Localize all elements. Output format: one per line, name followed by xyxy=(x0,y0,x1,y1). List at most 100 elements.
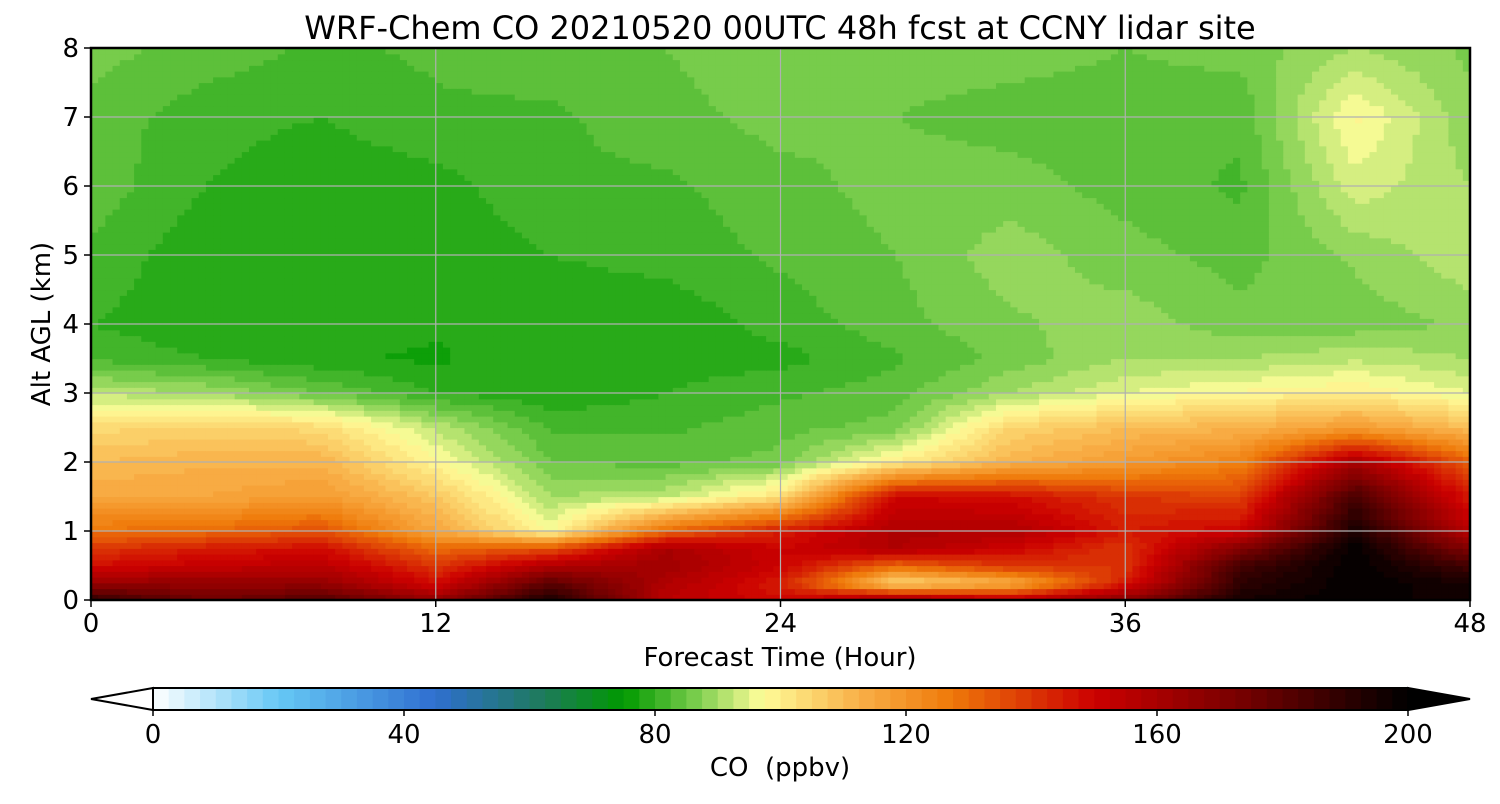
contour-cell xyxy=(292,594,300,600)
contour-cell xyxy=(500,508,509,515)
contour-cell xyxy=(557,456,566,463)
contour-cell xyxy=(1268,536,1277,544)
contour-cell xyxy=(615,496,624,503)
contour-cell xyxy=(852,473,861,480)
contour-cell xyxy=(1326,542,1335,549)
contour-cell xyxy=(780,479,789,486)
contour-cell xyxy=(600,577,609,584)
contour-cell xyxy=(543,485,552,492)
contour-cell xyxy=(593,513,602,521)
contour-cell xyxy=(1060,565,1069,572)
contour-cell xyxy=(1355,456,1363,463)
contour-cell xyxy=(615,473,624,480)
contour-cell xyxy=(486,542,494,549)
contour-cell xyxy=(1089,554,1098,561)
contour-cell xyxy=(758,496,767,503)
contour-cell xyxy=(112,502,121,509)
contour-cell xyxy=(1283,525,1292,532)
contour-cell xyxy=(651,594,659,600)
contour-cell xyxy=(536,496,545,503)
contour-cell xyxy=(126,531,135,538)
contour-cell xyxy=(809,496,818,503)
contour-cell xyxy=(1182,565,1191,572)
contour-cell xyxy=(1161,502,1169,509)
contour-cell xyxy=(378,542,387,549)
contour-cell xyxy=(1390,548,1399,555)
contour-cell xyxy=(744,588,753,595)
contour-cell xyxy=(715,467,724,475)
contour-cell xyxy=(1340,490,1349,498)
contour-cell xyxy=(378,548,387,555)
contour-cell xyxy=(1096,473,1105,480)
contour-cell xyxy=(1283,473,1292,480)
contour-cell xyxy=(442,536,451,544)
contour-cell xyxy=(1247,456,1256,463)
contour-cell xyxy=(909,450,918,457)
contour-cell xyxy=(471,513,480,521)
contour-cell xyxy=(1139,565,1148,572)
contour-cell xyxy=(909,594,918,600)
contour-cell xyxy=(550,525,559,532)
contour-cell xyxy=(1053,577,1062,584)
contour-cell xyxy=(349,525,358,532)
contour-cell xyxy=(1283,490,1292,498)
contour-cell xyxy=(723,559,731,567)
contour-cell xyxy=(1369,548,1378,555)
contour-cell xyxy=(134,485,142,492)
contour-cell xyxy=(170,462,178,469)
contour-cell xyxy=(313,519,322,526)
contour-cell xyxy=(126,542,135,549)
contour-cell xyxy=(119,462,128,469)
contour-cell xyxy=(1398,513,1406,521)
contour-cell xyxy=(478,531,487,538)
contour-cell xyxy=(91,450,99,457)
contour-cell xyxy=(284,582,293,590)
contour-cell xyxy=(514,490,523,498)
contour-cell xyxy=(988,554,997,561)
contour-cell xyxy=(1441,456,1450,463)
contour-cell xyxy=(1103,554,1112,561)
contour-cell xyxy=(1010,479,1019,486)
contour-cell xyxy=(1053,519,1062,526)
contour-cell xyxy=(1462,496,1470,503)
contour-cell xyxy=(981,467,990,475)
contour-cell xyxy=(270,513,279,521)
contour-cell xyxy=(414,565,422,572)
contour-cell xyxy=(148,513,157,521)
contour-cell xyxy=(1197,467,1205,475)
contour-cell xyxy=(766,485,774,492)
contour-cell xyxy=(1103,531,1112,538)
contour-cell xyxy=(1283,479,1292,486)
contour-cell xyxy=(1390,485,1399,492)
contour-cell xyxy=(399,502,408,509)
contour-cell xyxy=(572,582,580,590)
contour-cell xyxy=(1290,588,1299,595)
contour-cell xyxy=(1168,467,1177,475)
contour-cell xyxy=(1290,577,1299,584)
contour-cell xyxy=(909,485,918,492)
contour-cell xyxy=(1405,467,1414,475)
contour-cell xyxy=(184,456,193,463)
contour-cell xyxy=(277,462,286,469)
contour-cell xyxy=(859,467,868,475)
contour-cell xyxy=(1304,525,1313,532)
contour-cell xyxy=(134,594,142,600)
contour-cell xyxy=(579,588,588,595)
contour-cell xyxy=(952,588,961,595)
contour-cell xyxy=(1261,502,1270,509)
contour-cell xyxy=(220,582,229,590)
contour-cell xyxy=(909,531,918,538)
contour-cell xyxy=(313,462,322,469)
contour-cell xyxy=(1304,502,1313,509)
contour-cell xyxy=(292,450,300,457)
contour-cell xyxy=(1189,577,1198,584)
contour-cell xyxy=(708,594,717,600)
contour-cell xyxy=(428,525,437,532)
contour-cell xyxy=(478,473,487,480)
contour-cell xyxy=(823,559,832,567)
contour-cell xyxy=(1089,462,1098,469)
contour-cell xyxy=(579,456,588,463)
contour-cell xyxy=(1003,571,1011,578)
contour-cell xyxy=(1311,467,1320,475)
contour-cell xyxy=(1153,565,1162,572)
